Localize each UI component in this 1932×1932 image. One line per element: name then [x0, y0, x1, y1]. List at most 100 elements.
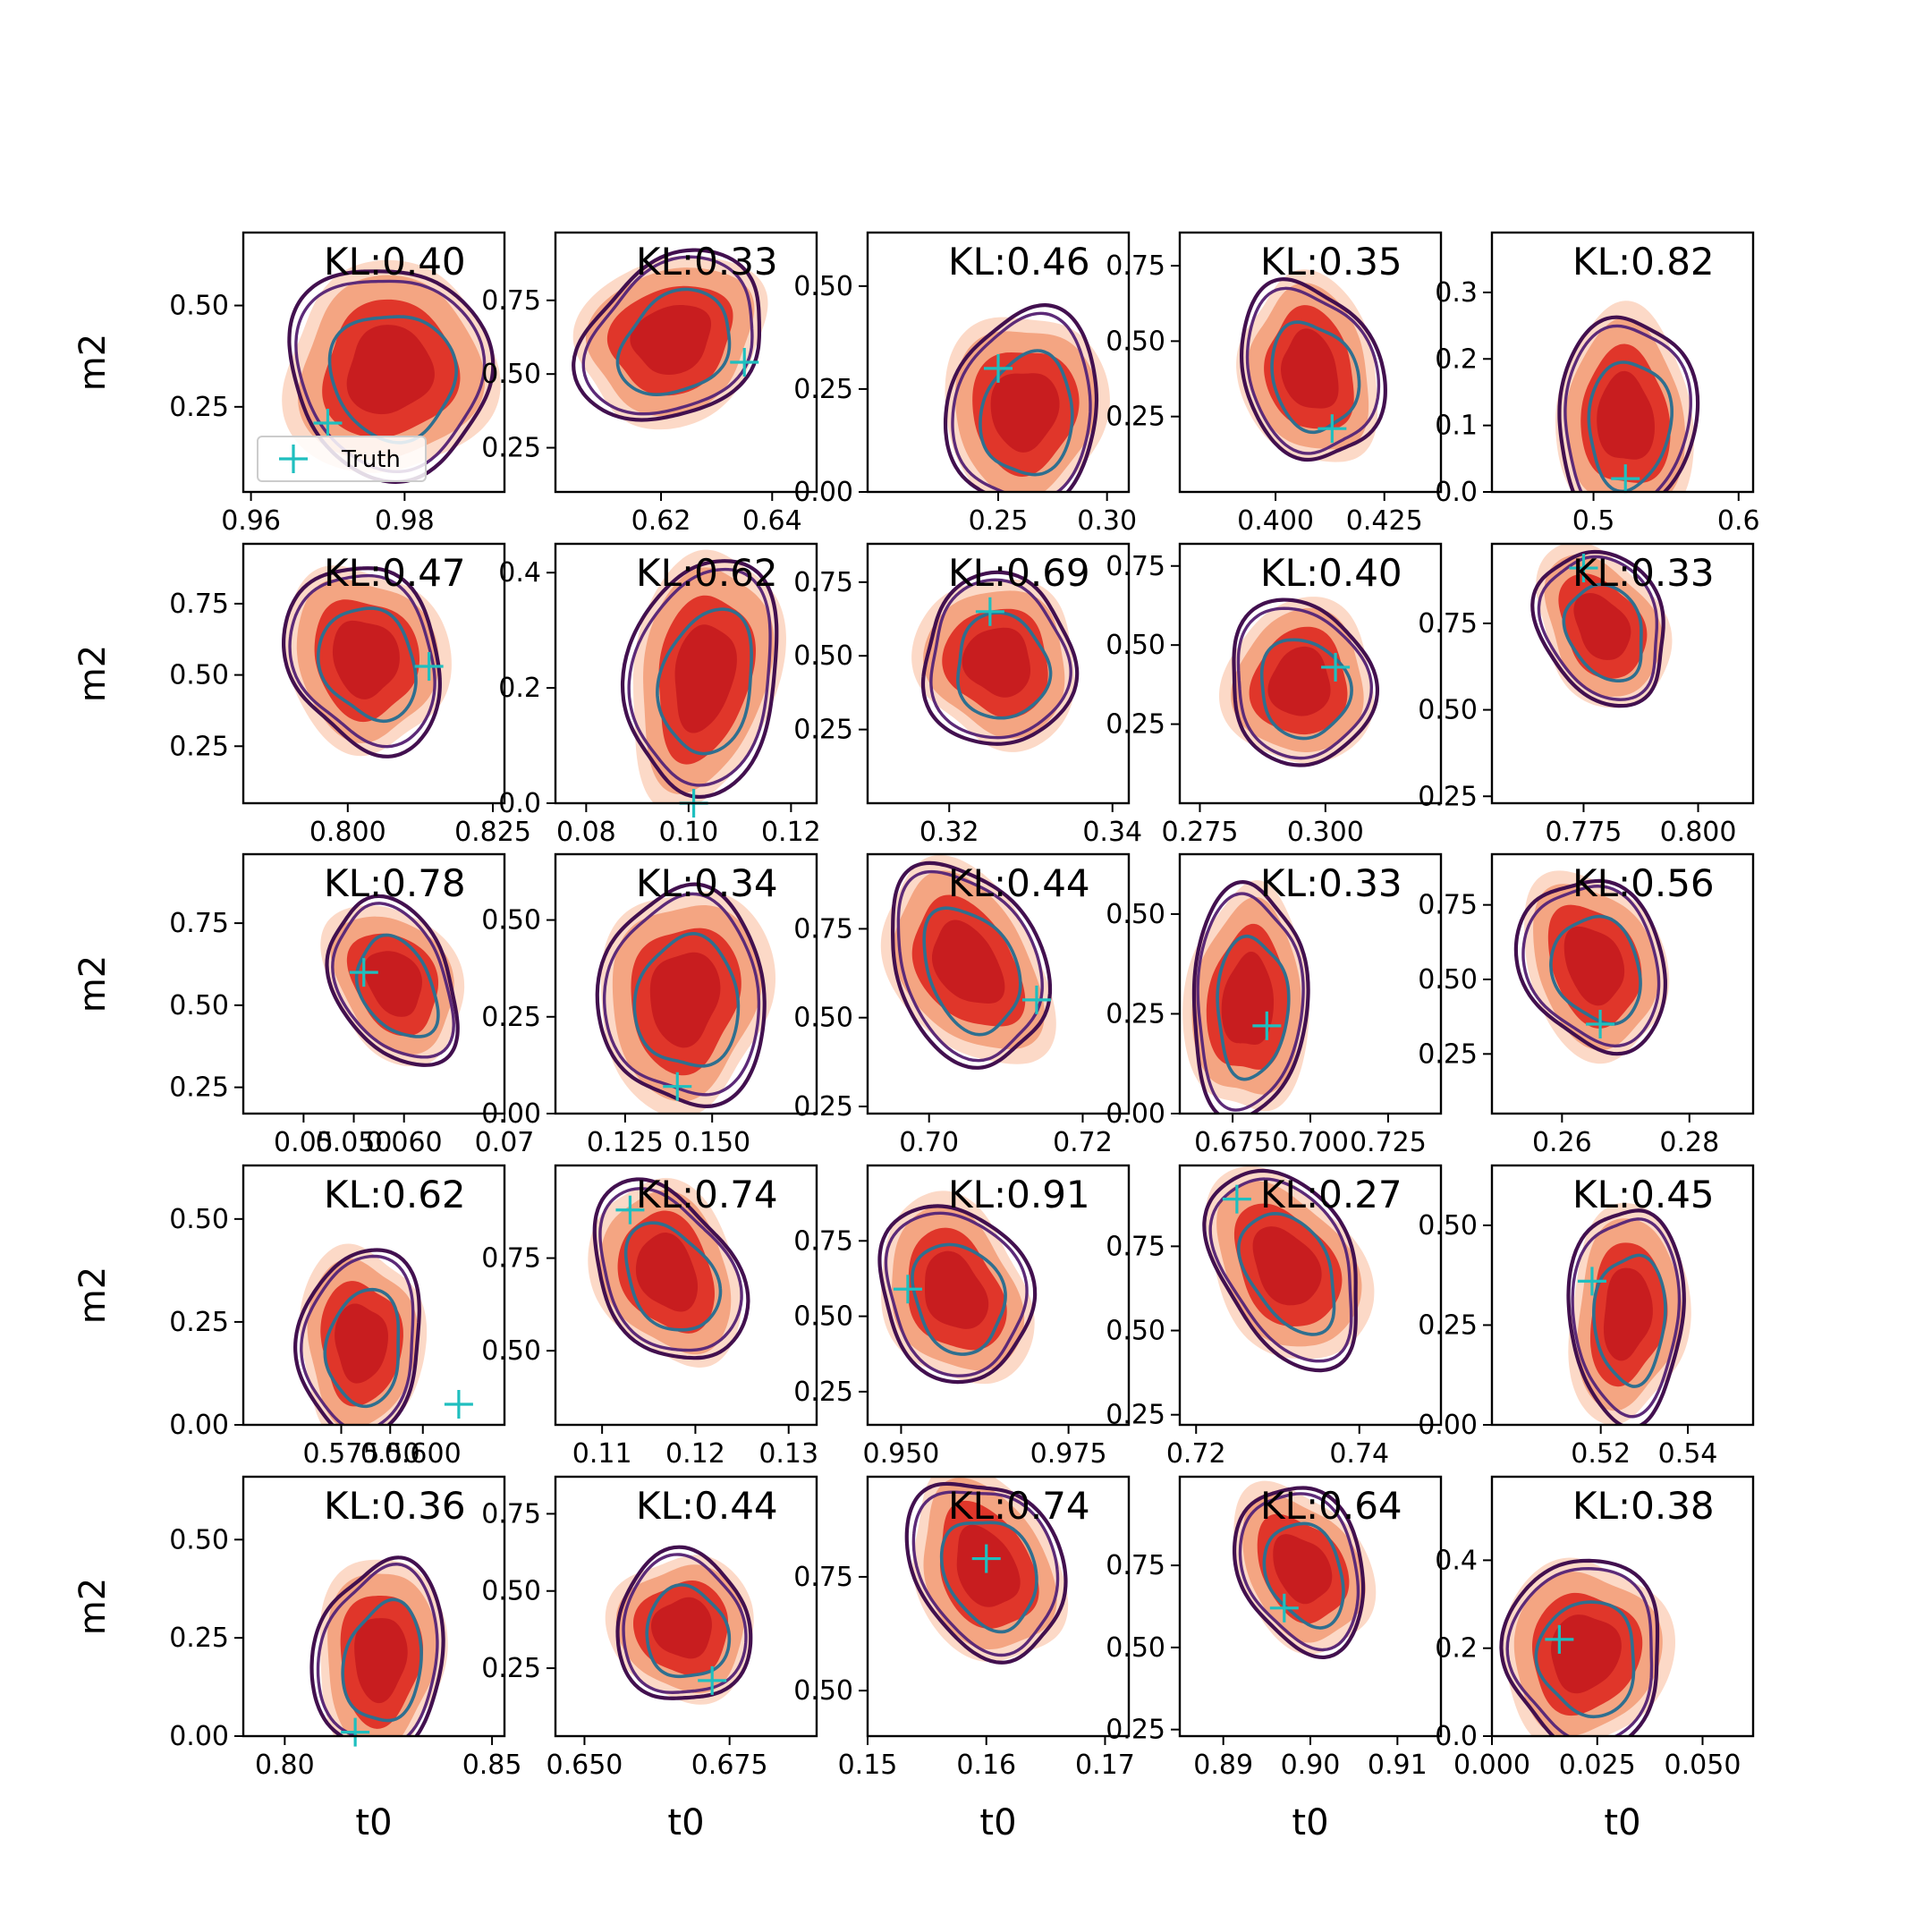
- kl-annotation: KL:0.78: [324, 861, 466, 905]
- truth-marker: [414, 652, 444, 682]
- x-tick-label: 0.725: [1350, 1127, 1427, 1158]
- filled-density-level-4: [956, 1524, 1021, 1607]
- kl-annotation: KL:0.74: [948, 1484, 1090, 1528]
- x-tick-label: 0.72: [1053, 1127, 1113, 1158]
- contour-line-3: [656, 607, 753, 756]
- y-tick-label: 0.25: [1106, 709, 1165, 741]
- density-layers: [911, 570, 1080, 752]
- y-tick-label: 0.25: [1418, 1038, 1478, 1070]
- kl-annotation: KL:0.36: [324, 1484, 466, 1528]
- contour-line-1: [620, 559, 779, 800]
- x-tick-label: 0.600: [385, 1438, 462, 1470]
- y-tick-label: 0.25: [481, 1653, 541, 1684]
- contour-line-2: [1238, 1492, 1360, 1652]
- y-tick-label: 0.25: [169, 1307, 229, 1338]
- x-tick-label: 0.08: [556, 817, 616, 848]
- truth-marker: [1321, 652, 1351, 682]
- axes-frame: [554, 852, 818, 1115]
- contour-line-3: [1549, 914, 1642, 1026]
- x-tick-label: 0.400: [1237, 505, 1314, 537]
- x-tick-label: 0.800: [1660, 817, 1737, 848]
- filled-density-level-4: [1603, 1267, 1653, 1361]
- contour-line-1: [891, 860, 1053, 1070]
- subplot-r0c3: 0.400 0.425 0.25 0.50 0.75 KL:0.35: [1106, 231, 1443, 537]
- contour-line-1: [877, 1204, 1038, 1385]
- axes-frame: [866, 852, 1131, 1115]
- y-tick-label: 0.25: [481, 433, 541, 464]
- x-tick-label: 0.07: [475, 1127, 535, 1158]
- truth-marker: [313, 408, 343, 437]
- x-tick-label: 0.12: [665, 1438, 725, 1470]
- kl-annotation: KL:0.38: [1572, 1484, 1715, 1528]
- filled-density-level-4: [651, 1597, 712, 1659]
- subplot-r1c0: 0.800 0.825 0.25 0.50 0.75 KL:0.47 m2: [72, 542, 531, 848]
- contour-line-1: [920, 570, 1080, 746]
- y-tick-label: 0.25: [793, 1377, 853, 1408]
- contour-line-1: [615, 1545, 753, 1700]
- y-tick-label: 0.25: [1106, 1715, 1165, 1746]
- subplot-r3c2: 0.950 0.975 0.25 0.50 0.75 KL:0.91: [793, 1164, 1131, 1470]
- x-axis-label: t0: [355, 1802, 392, 1843]
- x-tick-label: 0.70: [899, 1127, 959, 1158]
- y-tick-label: 0.50: [1106, 1316, 1165, 1347]
- contour-line-1: [1513, 878, 1667, 1056]
- x-tick-label: 0.10: [658, 817, 718, 848]
- kl-annotation: KL:0.40: [1260, 551, 1402, 595]
- axes-frame: [866, 542, 1131, 805]
- x-tick-label: 0.11: [572, 1438, 632, 1470]
- y-tick-label: 0.25: [793, 715, 853, 746]
- density-layers: [1513, 870, 1670, 1064]
- y-tick-label: 0.00: [1106, 1098, 1165, 1130]
- axes-frame: [1490, 1475, 1755, 1738]
- y-tick-label: 0.00: [481, 1098, 541, 1130]
- subplot-r1c4: 0.775 0.800 0.25 0.50 0.75 KL:0.33: [1418, 542, 1755, 848]
- subplot-r3c1: 0.11 0.12 0.13 0.50 0.75 KL:0.74: [481, 1164, 818, 1470]
- x-tick-label: 0.275: [1162, 817, 1239, 848]
- x-tick-label: 0.34: [1082, 817, 1142, 848]
- axes-frame: [1490, 542, 1755, 805]
- contour-line-1: [1566, 1208, 1686, 1425]
- contour-line-2: [1245, 286, 1381, 455]
- contour-line-3: [956, 611, 1053, 720]
- subplot-r0c4: 0.5 0.6 0.0 0.1 0.2 0.3 KL:0.82: [1435, 231, 1760, 537]
- filled-density-level-4: [962, 627, 1030, 698]
- legend-label: Truth: [341, 446, 401, 473]
- y-tick-label: 0.50: [169, 291, 229, 322]
- kl-annotation: KL:0.64: [1260, 1484, 1402, 1528]
- subplot-r4c1: 0.650 0.675 0.25 0.50 0.75 KL:0.44 t0: [481, 1475, 818, 1843]
- contour-line-2: [1196, 892, 1305, 1112]
- density-layers: [1555, 301, 1700, 492]
- kl-annotation: KL:0.45: [1572, 1173, 1715, 1216]
- filled-density-level-4: [1563, 926, 1625, 1006]
- subplot-r4c4: 0.000 0.025 0.050 0.0 0.2 0.4 KL:0.38 t0: [1435, 1475, 1755, 1843]
- x-tick-label: 0.775: [1546, 817, 1623, 848]
- contour-line-2: [884, 1211, 1029, 1377]
- contour-line-3: [1216, 934, 1291, 1081]
- truth-marker: [1252, 1011, 1282, 1040]
- y-axis-label: m2: [72, 645, 114, 702]
- contour-line-2: [1505, 1566, 1654, 1736]
- x-tick-label: 0.64: [742, 505, 802, 537]
- contour-line-2: [300, 1254, 415, 1425]
- filled-density-level-4: [354, 1618, 408, 1704]
- contour-line-2: [1521, 885, 1661, 1048]
- y-tick-label: 0.75: [793, 1225, 853, 1257]
- truth-marker: [698, 1665, 727, 1695]
- x-tick-label: 0.125: [587, 1127, 664, 1158]
- y-tick-label: 0.25: [1106, 402, 1165, 433]
- axes-frame: [1178, 231, 1443, 494]
- x-tick-label: 0.700: [1272, 1127, 1349, 1158]
- contour-line-3: [1592, 1253, 1667, 1388]
- y-tick-label: 0.50: [793, 640, 853, 672]
- contour-line-3: [1259, 638, 1353, 741]
- filled-density-level-4: [1573, 593, 1631, 660]
- y-tick-label: 0.00: [793, 477, 853, 508]
- y-tick-label: 0.50: [481, 359, 541, 390]
- y-tick-label: 0.50: [1106, 326, 1165, 357]
- contour-line-2: [316, 1563, 439, 1736]
- y-tick-label: 0.50: [793, 1675, 853, 1707]
- contour-line-2: [622, 1553, 748, 1694]
- density-layers: [282, 565, 452, 758]
- density-layers: [293, 1243, 428, 1425]
